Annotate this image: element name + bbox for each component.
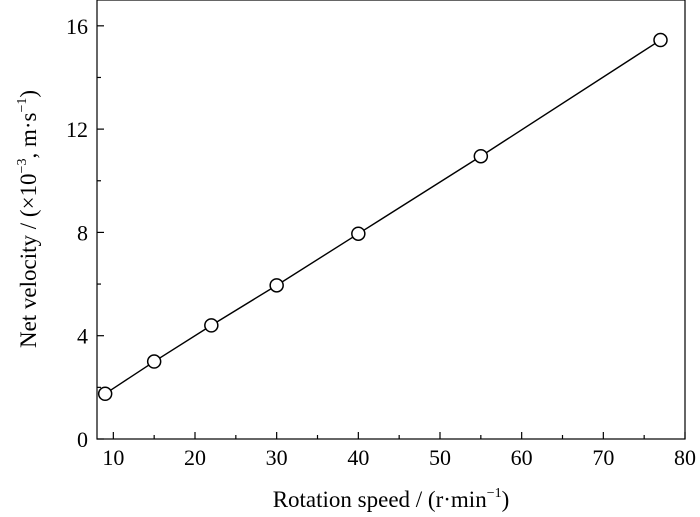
x-tick-label: 30 — [266, 445, 288, 470]
x-tick-label: 80 — [674, 445, 696, 470]
y-axis-ticks: 0 4 8 12 16 — [66, 14, 104, 452]
series-layer — [97, 32, 668, 402]
y-tick-label: 8 — [77, 220, 88, 245]
plot-area — [96, 0, 686, 440]
data-point — [473, 148, 489, 164]
y-tick-label: 0 — [77, 427, 88, 452]
y-axis-title: Net velocity / (×10−3, m·s−1) — [15, 90, 41, 348]
x-tick-label: 50 — [429, 445, 451, 470]
data-point — [146, 354, 162, 369]
y-tick-label: 16 — [66, 14, 88, 39]
data-point — [204, 318, 219, 333]
x-tick-label: 10 — [102, 445, 124, 470]
x-tick-label: 40 — [347, 445, 369, 470]
data-point — [97, 386, 113, 402]
data-point — [653, 32, 668, 48]
x-tick-label: 70 — [592, 445, 614, 470]
y-tick-label: 12 — [66, 117, 88, 142]
x-tick-label: 20 — [184, 445, 206, 470]
x-axis-title: Rotation speed / (r·min−1) — [273, 486, 510, 512]
x-tick-label: 60 — [511, 445, 533, 470]
data-point — [269, 278, 284, 293]
data-point — [351, 226, 366, 241]
x-axis-ticks: 10 20 30 40 50 60 70 80 — [102, 432, 696, 470]
y-tick-label: 4 — [77, 324, 88, 349]
